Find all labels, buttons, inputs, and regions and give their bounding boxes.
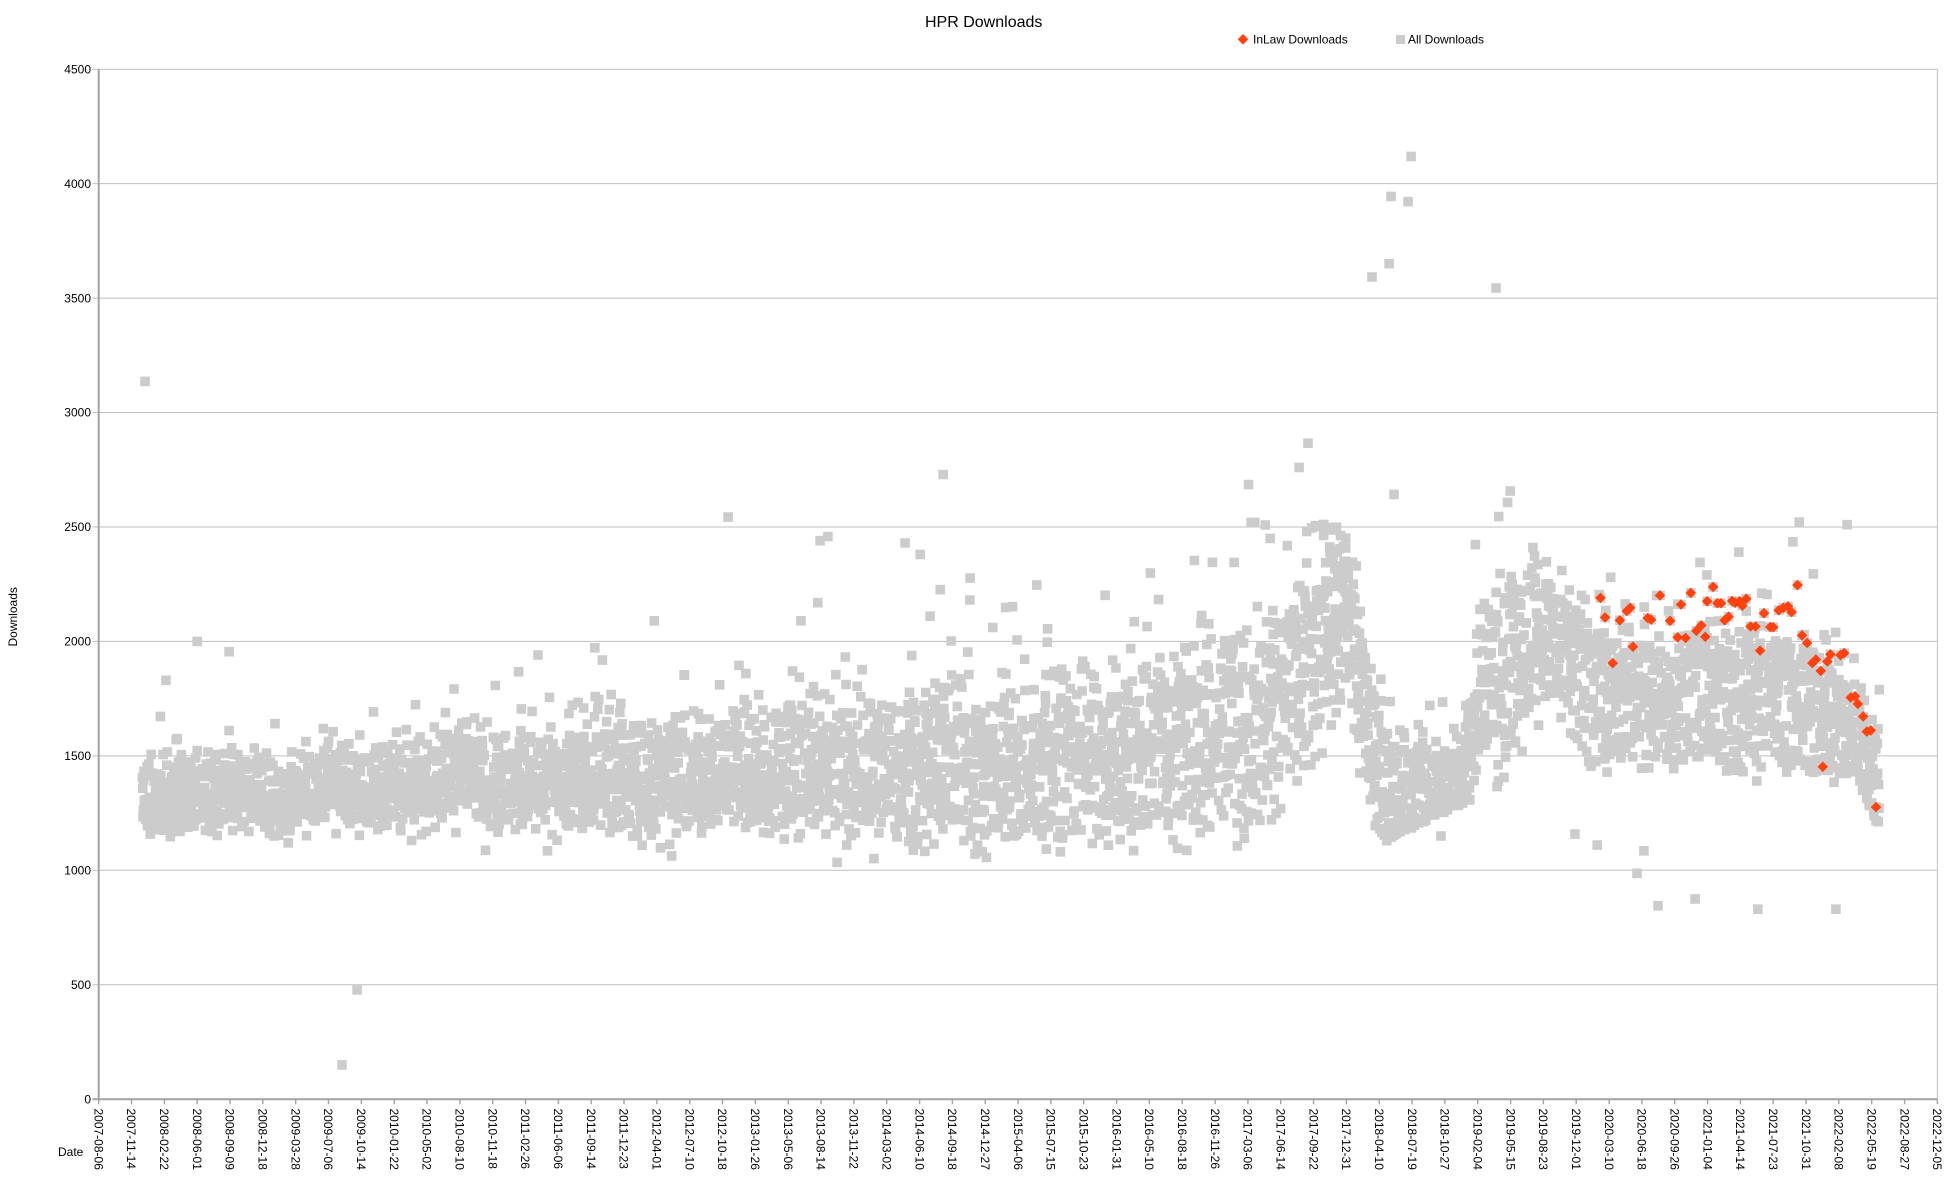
svg-text:2008-09-09: 2008-09-09 [223, 1109, 237, 1171]
svg-text:2008-12-18: 2008-12-18 [256, 1109, 270, 1171]
svg-text:2021-04-14: 2021-04-14 [1733, 1109, 1747, 1171]
svg-text:HPR Downloads: HPR Downloads [925, 14, 1042, 31]
svg-text:2016-01-31: 2016-01-31 [1109, 1109, 1123, 1171]
svg-text:2010-01-22: 2010-01-22 [387, 1109, 401, 1171]
svg-text:2017-12-31: 2017-12-31 [1339, 1109, 1353, 1171]
svg-text:2017-03-06: 2017-03-06 [1241, 1109, 1255, 1171]
svg-text:2019-02-04: 2019-02-04 [1470, 1109, 1484, 1171]
svg-text:2500: 2500 [64, 520, 91, 534]
svg-text:2014-06-10: 2014-06-10 [912, 1109, 926, 1171]
svg-text:2010-11-18: 2010-11-18 [485, 1109, 499, 1170]
svg-text:Downloads: Downloads [6, 587, 20, 646]
svg-text:2011-12-23: 2011-12-23 [617, 1109, 631, 1170]
svg-text:2022-08-27: 2022-08-27 [1897, 1109, 1911, 1171]
svg-text:2022-05-19: 2022-05-19 [1864, 1109, 1878, 1171]
svg-text:2015-07-15: 2015-07-15 [1044, 1109, 1058, 1171]
svg-text:2018-07-19: 2018-07-19 [1405, 1109, 1419, 1171]
svg-text:2013-08-14: 2013-08-14 [814, 1109, 828, 1171]
svg-text:3500: 3500 [64, 291, 91, 305]
svg-text:2013-05-06: 2013-05-06 [781, 1109, 795, 1171]
svg-text:2020-06-18: 2020-06-18 [1635, 1109, 1649, 1171]
svg-text:2020-03-10: 2020-03-10 [1602, 1109, 1616, 1171]
svg-text:2009-10-14: 2009-10-14 [354, 1109, 368, 1171]
svg-text:2012-04-01: 2012-04-01 [650, 1109, 664, 1171]
svg-text:2022-02-08: 2022-02-08 [1832, 1109, 1846, 1171]
svg-text:2022-12-05: 2022-12-05 [1930, 1109, 1944, 1171]
svg-text:2017-09-22: 2017-09-22 [1306, 1109, 1320, 1171]
svg-text:2015-10-23: 2015-10-23 [1076, 1109, 1090, 1171]
svg-text:2018-10-27: 2018-10-27 [1438, 1109, 1452, 1171]
svg-text:1000: 1000 [64, 864, 91, 878]
svg-text:2016-08-18: 2016-08-18 [1175, 1109, 1189, 1171]
svg-text:InLaw Downloads: InLaw Downloads [1253, 33, 1348, 47]
svg-text:2011-09-14: 2011-09-14 [584, 1109, 598, 1170]
svg-text:2008-06-01: 2008-06-01 [190, 1109, 204, 1171]
svg-text:500: 500 [71, 978, 91, 992]
svg-text:2012-07-10: 2012-07-10 [682, 1109, 696, 1171]
svg-text:2016-11-26: 2016-11-26 [1208, 1109, 1222, 1170]
svg-text:2021-10-31: 2021-10-31 [1799, 1109, 1813, 1171]
svg-text:2016-05-10: 2016-05-10 [1142, 1109, 1156, 1171]
svg-text:4500: 4500 [64, 62, 91, 76]
svg-text:2010-08-10: 2010-08-10 [453, 1109, 467, 1171]
svg-text:2021-07-23: 2021-07-23 [1766, 1109, 1780, 1171]
svg-text:2009-07-06: 2009-07-06 [321, 1109, 335, 1171]
svg-text:All Downloads: All Downloads [1408, 33, 1484, 47]
svg-text:2014-09-18: 2014-09-18 [945, 1109, 959, 1171]
svg-text:2011-06-06: 2011-06-06 [551, 1109, 565, 1170]
svg-text:2019-12-01: 2019-12-01 [1569, 1109, 1583, 1171]
svg-text:2014-03-02: 2014-03-02 [879, 1109, 893, 1171]
svg-text:3000: 3000 [64, 406, 91, 420]
svg-text:2011-02-26: 2011-02-26 [518, 1109, 532, 1170]
svg-text:2021-01-04: 2021-01-04 [1700, 1109, 1714, 1171]
svg-text:2013-01-26: 2013-01-26 [748, 1109, 762, 1171]
svg-text:2019-08-23: 2019-08-23 [1536, 1109, 1550, 1171]
svg-text:1500: 1500 [64, 749, 91, 763]
svg-text:2000: 2000 [64, 635, 91, 649]
svg-text:2019-05-15: 2019-05-15 [1503, 1109, 1517, 1171]
svg-text:2014-12-27: 2014-12-27 [978, 1109, 992, 1171]
svg-text:2018-04-10: 2018-04-10 [1372, 1109, 1386, 1171]
svg-text:0: 0 [84, 1092, 91, 1106]
svg-text:2012-10-18: 2012-10-18 [715, 1109, 729, 1171]
svg-text:2010-05-02: 2010-05-02 [420, 1109, 434, 1171]
svg-text:2013-11-22: 2013-11-22 [847, 1109, 861, 1170]
svg-text:2009-03-28: 2009-03-28 [288, 1109, 302, 1171]
svg-text:2008-02-22: 2008-02-22 [157, 1109, 171, 1171]
svg-text:2015-04-06: 2015-04-06 [1011, 1109, 1025, 1171]
svg-text:2017-06-14: 2017-06-14 [1273, 1109, 1287, 1171]
svg-text:2020-09-26: 2020-09-26 [1667, 1109, 1681, 1171]
svg-text:2007-11-14: 2007-11-14 [124, 1109, 138, 1170]
svg-text:4000: 4000 [64, 177, 91, 191]
svg-text:Date: Date [58, 1145, 84, 1159]
svg-text:2007-08-06: 2007-08-06 [91, 1109, 105, 1171]
